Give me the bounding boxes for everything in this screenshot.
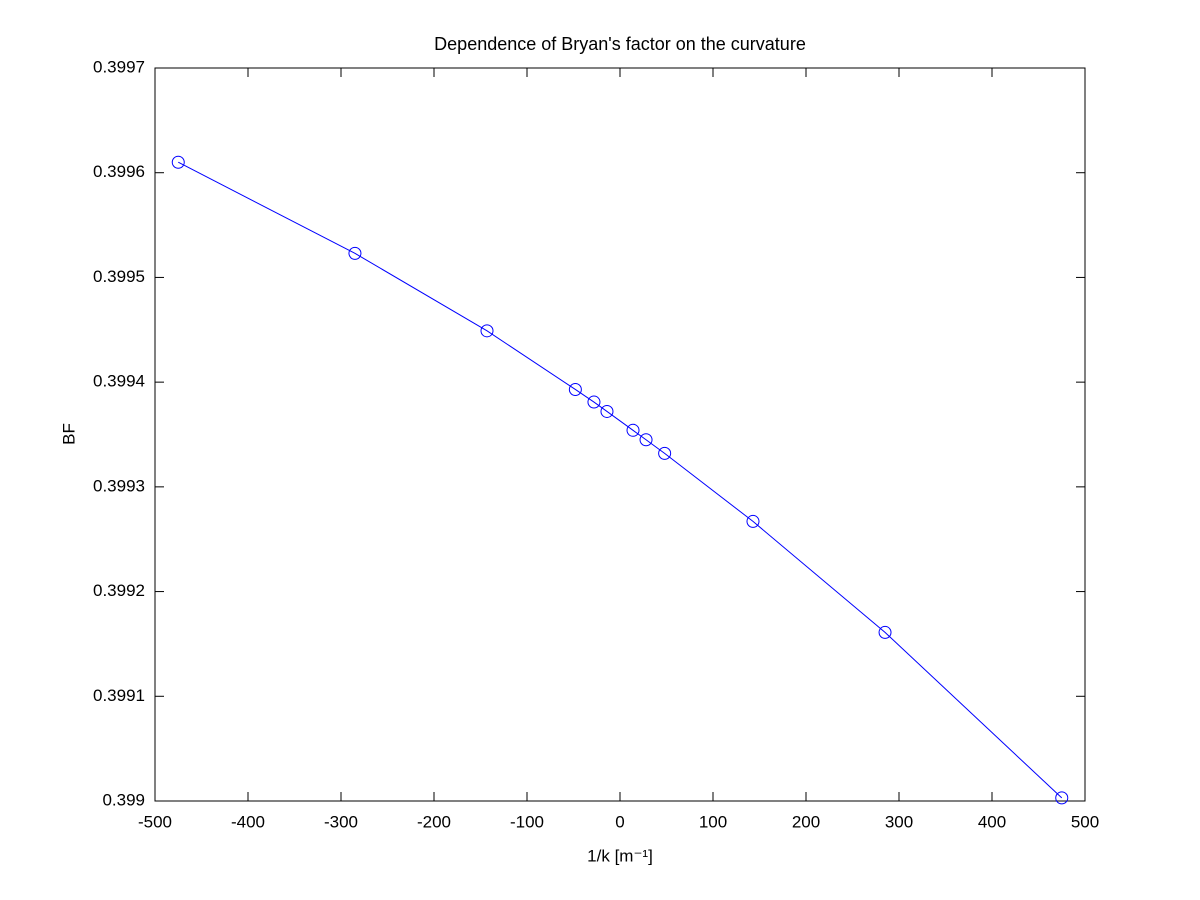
- y-tick-label: 0.3993: [93, 476, 145, 495]
- y-axis-label: BF: [59, 423, 78, 445]
- x-tick-label: -500: [138, 812, 172, 831]
- data-point: [878, 625, 892, 639]
- data-point: [626, 423, 640, 437]
- x-tick-label: -200: [417, 812, 451, 831]
- data-point: [746, 514, 760, 528]
- y-tick-label: 0.399: [102, 790, 145, 809]
- y-tick-label: 0.3994: [93, 372, 145, 391]
- x-tick-label: 200: [792, 812, 820, 831]
- data-line: [178, 161, 1063, 799]
- data-point: [658, 446, 672, 460]
- data-point: [600, 404, 614, 418]
- y-tick-label: 0.3991: [93, 686, 145, 705]
- x-tick-label: 300: [885, 812, 913, 831]
- x-tick-label: 0: [615, 812, 624, 831]
- y-tick-label: 0.3997: [93, 57, 145, 76]
- data-point: [348, 246, 362, 260]
- y-tick-label: 0.3992: [93, 581, 145, 600]
- x-tick-label: -300: [324, 812, 358, 831]
- y-tick-label: 0.3996: [93, 162, 145, 181]
- x-tick-label: -100: [510, 812, 544, 831]
- chart-title: Dependence of Bryan's factor on the curv…: [434, 34, 806, 54]
- data-point: [480, 324, 494, 338]
- x-tick-label: 500: [1071, 812, 1099, 831]
- data-point: [1055, 791, 1069, 805]
- data-point: [568, 382, 582, 396]
- data-point: [639, 433, 653, 447]
- x-axis-label: 1/k [m⁻¹]: [587, 846, 653, 865]
- x-tick-label: 100: [699, 812, 727, 831]
- y-tick-label: 0.3995: [93, 267, 145, 286]
- x-tick-label: -400: [231, 812, 265, 831]
- x-tick-label: 400: [978, 812, 1006, 831]
- data-point: [171, 155, 185, 169]
- data-point: [587, 395, 601, 409]
